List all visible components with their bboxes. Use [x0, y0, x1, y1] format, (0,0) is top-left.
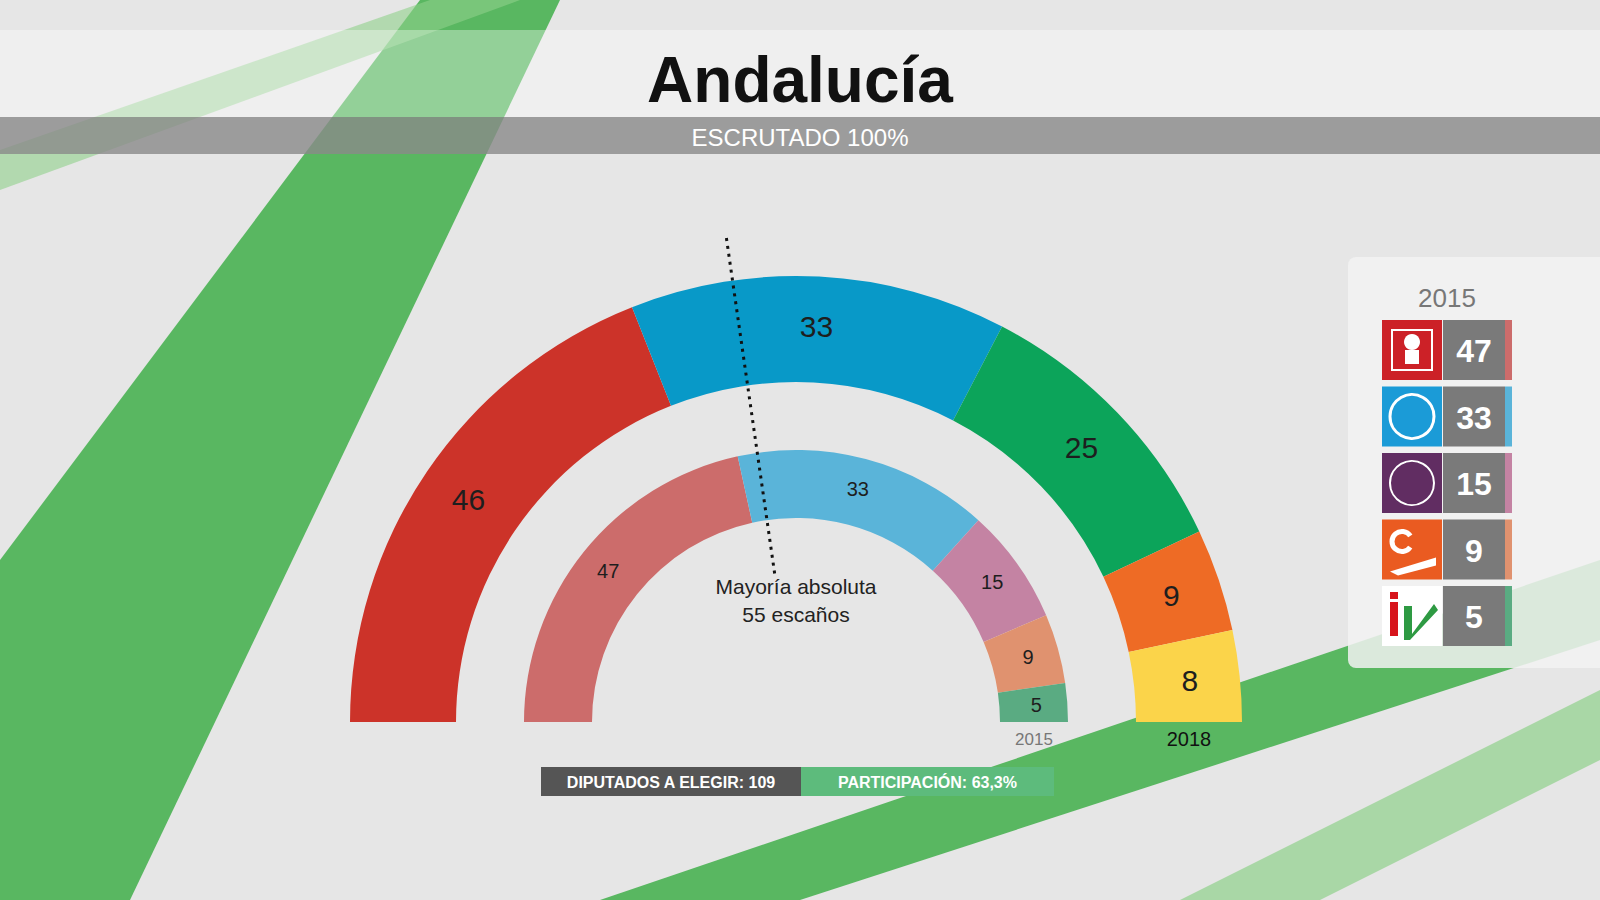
svg-text:47: 47	[1456, 333, 1492, 369]
svg-text:46: 46	[452, 483, 485, 516]
svg-text:33: 33	[1456, 400, 1492, 436]
svg-text:33: 33	[847, 478, 869, 500]
svg-text:PARTICIPACIÓN: 63,3%: PARTICIPACIÓN: 63,3%	[838, 773, 1017, 791]
svg-text:5: 5	[1465, 599, 1483, 635]
svg-text:DIPUTADOS A ELEGIR: 109: DIPUTADOS A ELEGIR: 109	[567, 774, 775, 791]
svg-text:5: 5	[1031, 694, 1042, 716]
svg-text:33: 33	[800, 310, 833, 343]
svg-text:25: 25	[1065, 431, 1098, 464]
svg-text:2015: 2015	[1015, 730, 1053, 749]
svg-text:8: 8	[1182, 664, 1199, 697]
svg-text:15: 15	[981, 571, 1003, 593]
svg-text:Andalucía: Andalucía	[647, 44, 953, 116]
svg-text:ESCRUTADO 100%: ESCRUTADO 100%	[692, 124, 909, 151]
svg-text:9: 9	[1163, 579, 1180, 612]
svg-text:2018: 2018	[1167, 728, 1212, 750]
svg-text:15: 15	[1456, 466, 1492, 502]
svg-text:47: 47	[597, 560, 619, 582]
svg-text:55 escaños: 55 escaños	[742, 603, 849, 626]
svg-text:9: 9	[1022, 646, 1033, 668]
svg-text:2015: 2015	[1418, 283, 1476, 313]
svg-text:Mayoría absoluta: Mayoría absoluta	[715, 575, 876, 598]
svg-text:9: 9	[1465, 533, 1483, 569]
